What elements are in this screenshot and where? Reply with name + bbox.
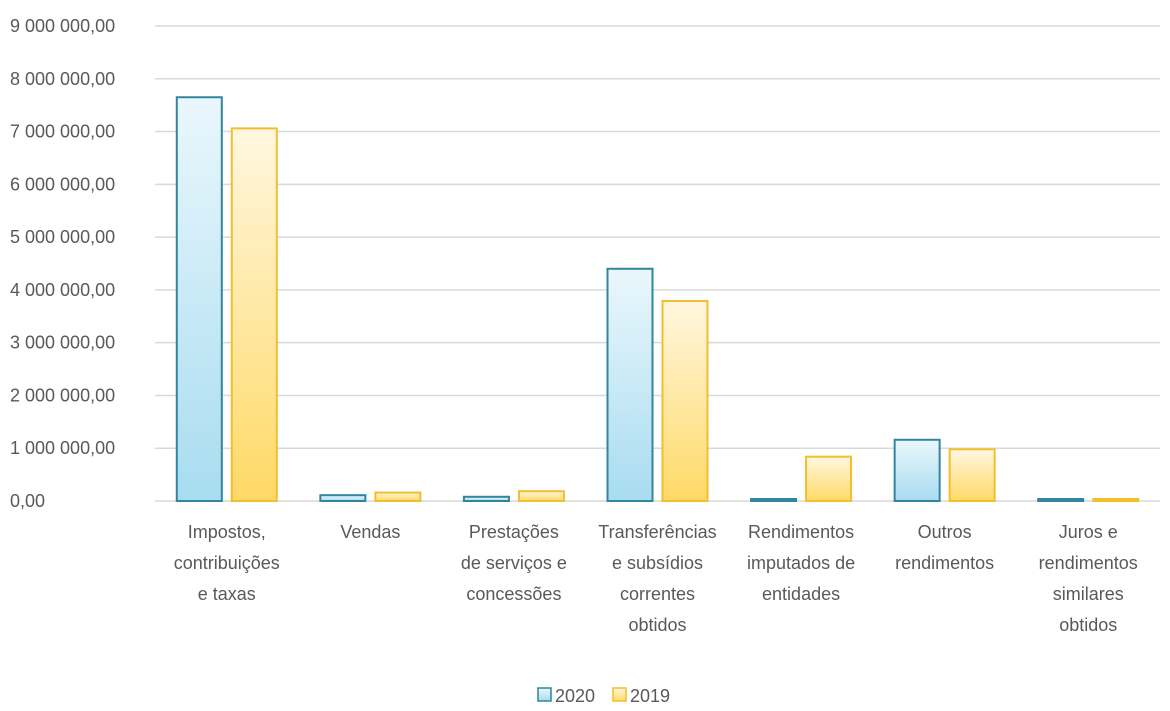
bar-2019 <box>374 491 422 502</box>
legend-item-2020: 2020 <box>537 686 595 706</box>
bar-2020 <box>319 494 367 503</box>
legend-label: 2020 <box>555 686 595 706</box>
y-tick-label: 1 000 000,00 <box>10 438 115 458</box>
bar-2020 <box>893 438 941 502</box>
y-tick-label: 9 000 000,00 <box>10 16 115 36</box>
legend: 2020 2019 <box>537 686 670 706</box>
y-tick-label: 5 000 000,00 <box>10 227 115 247</box>
bar-2020 <box>606 267 654 502</box>
bar-2019 <box>661 299 709 502</box>
x-category-label: Vendas <box>340 522 400 542</box>
bar-2019 <box>1092 498 1140 502</box>
bar-2019 <box>230 127 278 502</box>
legend-swatch <box>612 687 627 702</box>
legend-swatch <box>537 687 552 702</box>
bar-2020 <box>462 495 510 502</box>
bars <box>175 96 1140 503</box>
gridlines <box>155 25 1160 502</box>
y-tick-label: 3 000 000,00 <box>10 333 115 353</box>
x-category-label: Transferências e subsídios correntes obtido… <box>598 522 716 635</box>
y-tick-label: 7 000 000,00 <box>10 122 115 142</box>
bar-2019 <box>517 490 565 503</box>
y-tick-label: 4 000 000,00 <box>10 280 115 300</box>
legend-label: 2019 <box>630 686 670 706</box>
x-category-label: Impostos, contribuições e taxas <box>174 522 280 604</box>
legend-item-2019: 2019 <box>612 686 670 706</box>
bar-2020 <box>1037 498 1085 502</box>
x-category-label: Prestações de serviços e concessões <box>461 522 567 604</box>
bar-2020 <box>175 96 223 502</box>
y-tick-label: 2 000 000,00 <box>10 385 115 405</box>
x-category-label: Rendimentos imputados de entidades <box>747 522 855 604</box>
y-axis-ticks: 0,00 1 000 000,00 2 000 000,00 3 000 000,00… <box>10 16 115 511</box>
bar-2019 <box>805 455 853 502</box>
x-axis-labels: Impostos, contribuições e taxas Vendas Prest… <box>174 522 1138 635</box>
x-category-label: Outros rendimentos <box>895 522 994 573</box>
y-tick-label: 0,00 <box>10 491 45 511</box>
x-category-label: Juros e rendimentos similares obtidos <box>1039 522 1138 635</box>
bar-2019 <box>948 448 996 502</box>
y-tick-label: 8 000 000,00 <box>10 69 115 89</box>
bar-2020 <box>750 498 798 502</box>
y-tick-label: 6 000 000,00 <box>10 174 115 194</box>
